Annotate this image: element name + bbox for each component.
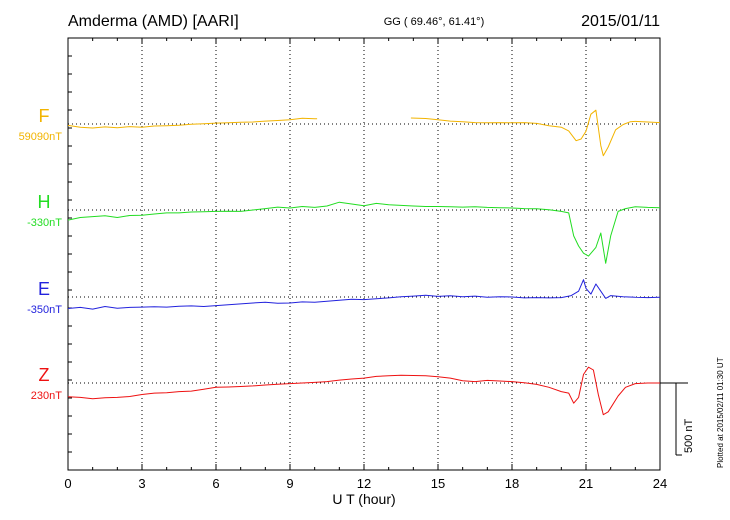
- x-tick-label: 21: [579, 476, 593, 491]
- series-name-f: F: [39, 106, 50, 126]
- text-layer: Amderma (AMD) [AARI] GG ( 69.46°, 61.41°…: [19, 13, 725, 507]
- x-tick-label: 12: [357, 476, 371, 491]
- series-name-e: E: [38, 279, 50, 299]
- series-name-z: Z: [39, 365, 50, 385]
- x-axis-label: U T (hour): [332, 491, 395, 507]
- x-tick-label: 3: [138, 476, 145, 491]
- x-tick-label: 24: [653, 476, 667, 491]
- x-tick-label: 0: [64, 476, 71, 491]
- frame-layer: [67, 37, 688, 471]
- date-label: 2015/01/11: [581, 13, 660, 30]
- scale-bar-label: 500 nT: [683, 418, 695, 453]
- series-name-h: H: [38, 192, 51, 212]
- x-tick-label: 6: [212, 476, 219, 491]
- grid-layer: [68, 38, 660, 470]
- x-tick-label: 18: [505, 476, 519, 491]
- station-title: Amderma (AMD) [AARI]: [68, 13, 239, 30]
- baseline-label-e: -350nT: [27, 304, 62, 316]
- coords-label: GG ( 69.46°, 61.41°): [384, 16, 485, 28]
- baseline-label-h: -330nT: [27, 217, 62, 229]
- series-f-line: [410, 109, 661, 157]
- baseline-label-z: 230nT: [31, 390, 62, 402]
- series-z-line: [67, 366, 660, 416]
- series-layer: [67, 109, 661, 416]
- series-f-line: [67, 117, 318, 129]
- x-tick-label: 15: [431, 476, 445, 491]
- plotted-note: Plotted at 2015/02/11 01:30 UT: [716, 357, 725, 468]
- series-e-line: [67, 279, 661, 310]
- baseline-label-f: 59090nT: [19, 131, 63, 143]
- x-tick-label: 9: [286, 476, 293, 491]
- series-h-line: [67, 201, 661, 264]
